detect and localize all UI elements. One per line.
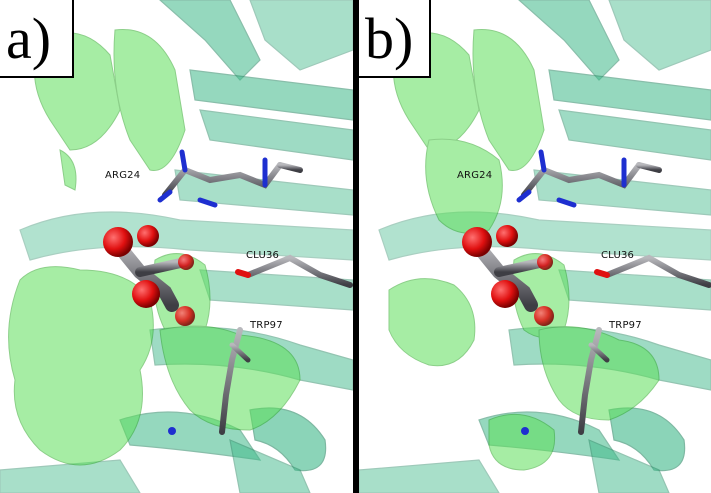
panel-b: b) ARG24 CLU36 TRP97 xyxy=(359,0,711,493)
ligand xyxy=(103,225,195,326)
panel-divider xyxy=(353,0,359,493)
residue-label-glu: CLU36 xyxy=(246,250,280,261)
panel-label-b: b) xyxy=(359,0,431,78)
trp-sidechain xyxy=(578,327,610,435)
glu-sidechain xyxy=(235,254,353,288)
molecular-render-b xyxy=(359,0,711,493)
residue-label-arg: ARG24 xyxy=(105,170,141,181)
ligand xyxy=(462,225,554,326)
arg-sidechain xyxy=(516,149,662,208)
trp-sidechain xyxy=(219,327,251,435)
panel-a: a) ARG24 CLU36 TRP97 xyxy=(0,0,353,493)
water-atom xyxy=(168,427,176,435)
density-surfaces xyxy=(388,29,660,471)
panel-label-a: a) xyxy=(0,0,74,78)
residue-label-glu: CLU36 xyxy=(601,250,635,261)
molecular-render-a xyxy=(0,0,353,493)
residue-label-trp: TRP97 xyxy=(609,320,642,331)
density-surfaces xyxy=(8,29,301,466)
residue-label-arg: ARG24 xyxy=(457,170,493,181)
arg-sidechain xyxy=(157,149,303,208)
residue-label-trp: TRP97 xyxy=(250,320,283,331)
glu-sidechain xyxy=(594,254,711,288)
water-atom xyxy=(521,427,529,435)
